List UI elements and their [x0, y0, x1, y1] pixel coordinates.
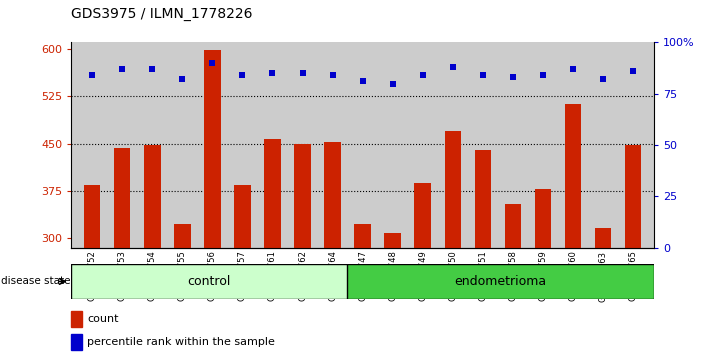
Text: count: count [87, 314, 119, 324]
Point [387, 81, 398, 86]
Point [538, 73, 549, 78]
Text: disease state: disease state [1, 276, 70, 286]
Bar [354, 224, 371, 248]
Text: GDS3975 / ILMN_1778226: GDS3975 / ILMN_1778226 [71, 7, 252, 21]
Text: endometrioma: endometrioma [454, 275, 547, 288]
Point [176, 76, 188, 82]
Point [267, 70, 278, 76]
Point [146, 66, 158, 72]
Point [417, 73, 429, 78]
Bar [474, 150, 491, 248]
Point [87, 73, 98, 78]
Point [627, 68, 638, 74]
Bar [174, 224, 191, 248]
Bar [347, 264, 654, 299]
Point [117, 66, 128, 72]
Bar [324, 142, 341, 248]
Bar [84, 185, 100, 248]
Bar [385, 233, 401, 248]
Bar [144, 145, 161, 248]
Bar [204, 50, 220, 248]
Point [237, 73, 248, 78]
Bar [234, 185, 251, 248]
Bar [294, 144, 311, 248]
Bar [415, 183, 431, 248]
Text: percentile rank within the sample: percentile rank within the sample [87, 337, 275, 347]
Point [507, 75, 518, 80]
Text: control: control [188, 275, 231, 288]
Point [296, 70, 308, 76]
Point [327, 73, 338, 78]
Bar [71, 264, 347, 299]
Point [357, 79, 368, 84]
Bar [505, 204, 521, 248]
Point [597, 76, 609, 82]
Bar [535, 189, 551, 248]
Point [207, 60, 218, 66]
Bar [625, 145, 641, 248]
Bar [71, 312, 82, 327]
Point [477, 73, 488, 78]
Bar [264, 139, 281, 248]
Bar [444, 131, 461, 248]
Bar [565, 104, 582, 248]
Bar [114, 148, 130, 248]
Point [567, 66, 579, 72]
Point [447, 64, 459, 70]
Bar [71, 334, 82, 350]
Bar [595, 228, 611, 248]
